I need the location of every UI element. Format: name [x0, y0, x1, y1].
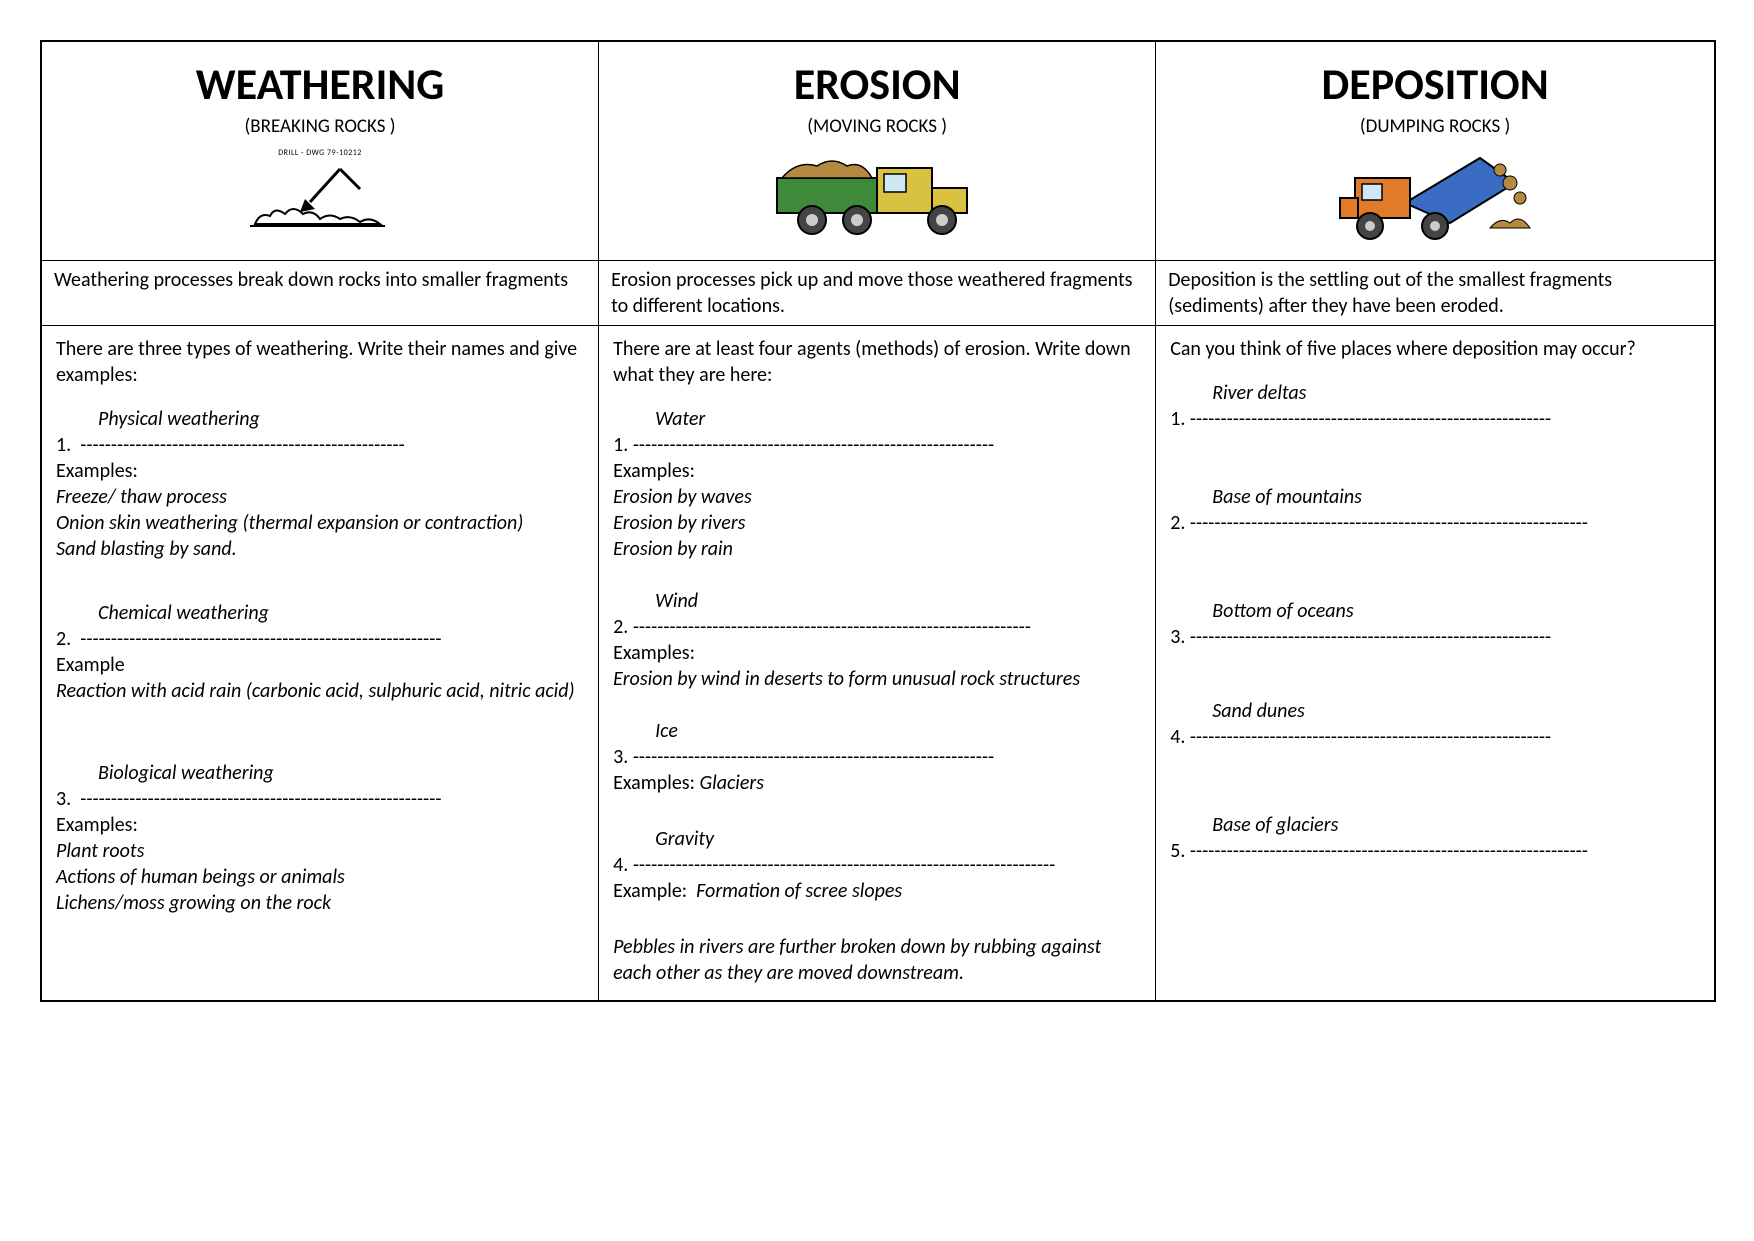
- erosion-item-1-ex-b: Erosion by rivers: [613, 510, 1141, 536]
- weathering-header-cell: WEATHERING (BREAKING ROCKS ) DRILL - DWG…: [42, 42, 599, 261]
- weathering-item-1-ex-c: Sand blasting by sand.: [56, 536, 584, 562]
- erosion-item-1-heading: Water: [613, 406, 705, 432]
- weathering-item-1-examples-label: Examples:: [56, 458, 584, 484]
- deposition-item-3-heading: Bottom of oceans: [1170, 598, 1353, 624]
- deposition-item-5-line: 5. -------------------------------------…: [1170, 838, 1700, 864]
- weathering-item-3-ex-a: Plant roots: [56, 838, 584, 864]
- erosion-item-4-line: 4. -------------------------------------…: [613, 852, 1141, 878]
- erosion-item-2-line: 2. -------------------------------------…: [613, 614, 1141, 640]
- weathering-item-2-ex-a: Reaction with acid rain (carbonic acid, …: [56, 678, 584, 704]
- drill-rocks-icon: [235, 164, 405, 234]
- erosion-item-4: Gravity 4. -----------------------------…: [613, 826, 1141, 904]
- weathering-item-1-line: 1. -------------------------------------…: [56, 432, 584, 458]
- deposition-item-3-line: 3. -------------------------------------…: [1170, 624, 1700, 650]
- erosion-item-4-heading: Gravity: [613, 826, 714, 852]
- erosion-content: There are at least four agents (methods)…: [599, 325, 1156, 1000]
- weathering-content: There are three types of weathering. Wri…: [42, 325, 599, 1000]
- content-row: There are three types of weathering. Wri…: [42, 325, 1715, 1000]
- weathering-item-1-ex-b: Onion skin weathering (thermal expansion…: [56, 510, 584, 536]
- deposition-item-5: Base of glaciers 5. --------------------…: [1170, 812, 1700, 864]
- erosion-subtitle: (MOVING ROCKS ): [611, 115, 1143, 140]
- erosion-prompt: There are at least four agents (methods)…: [613, 336, 1141, 388]
- weathering-item-3-ex-b: Actions of human beings or animals: [56, 864, 584, 890]
- erosion-item-3-heading: Ice: [613, 718, 678, 744]
- weathering-item-3-ex-c: Lichens/moss growing on the rock: [56, 890, 584, 916]
- dump-truck-blue-icon: [1330, 148, 1540, 243]
- weathering-item-1: Physical weathering 1. -----------------…: [56, 406, 584, 562]
- erosion-item-2: Wind 2. --------------------------------…: [613, 588, 1141, 692]
- erosion-item-1-line: 1. -------------------------------------…: [613, 432, 1141, 458]
- weathering-definition: Weathering processes break down rocks in…: [42, 260, 599, 325]
- header-row: WEATHERING (BREAKING ROCKS ) DRILL - DWG…: [42, 42, 1715, 261]
- weathering-item-2: Chemical weathering 2. -----------------…: [56, 600, 584, 704]
- weathering-prompt: There are three types of weathering. Wri…: [56, 336, 584, 388]
- deposition-item-1-line: 1. -------------------------------------…: [1170, 406, 1700, 432]
- deposition-item-1-heading: River deltas: [1170, 380, 1306, 406]
- deposition-item-4-heading: Sand dunes: [1170, 698, 1305, 724]
- erosion-item-3: Ice 3. ---------------------------------…: [613, 718, 1141, 796]
- deposition-item-2-line: 2. -------------------------------------…: [1170, 510, 1700, 536]
- deposition-subtitle: (DUMPING ROCKS ): [1168, 115, 1702, 140]
- erosion-item-2-examples-label: Examples:: [613, 640, 1141, 666]
- weathering-item-3-heading: Biological weathering: [56, 760, 274, 786]
- erosion-title: EROSION: [611, 56, 1143, 113]
- deposition-header-cell: DEPOSITION (DUMPING ROCKS ): [1156, 42, 1715, 261]
- deposition-item-2: Base of mountains 2. -------------------…: [1170, 484, 1700, 536]
- weathering-tiny-caption: DRILL - DWG 79-10212: [54, 148, 586, 158]
- deposition-item-4-line: 4. -------------------------------------…: [1170, 724, 1700, 750]
- erosion-item-1-examples-label: Examples:: [613, 458, 1141, 484]
- weathering-item-3: Biological weathering 3. ---------------…: [56, 760, 584, 916]
- deposition-item-1: River deltas 1. ------------------------…: [1170, 380, 1700, 432]
- erosion-item-1-ex-c: Erosion by rain: [613, 536, 1141, 562]
- erosion-item-4-examples-line: Example: Formation of scree slopes: [613, 878, 1141, 904]
- weathering-item-1-heading: Physical weathering: [56, 406, 260, 432]
- erosion-illustration: [611, 148, 1143, 245]
- deposition-item-4: Sand dunes 4. --------------------------…: [1170, 698, 1700, 750]
- weathering-subtitle: (BREAKING ROCKS ): [54, 115, 586, 140]
- erosion-definition: Erosion processes pick up and move those…: [599, 260, 1156, 325]
- erosion-item-1: Water 1. -------------------------------…: [613, 406, 1141, 562]
- weathering-item-3-examples-label: Examples:: [56, 812, 584, 838]
- weathering-item-3-line: 3. -------------------------------------…: [56, 786, 584, 812]
- weathering-item-2-heading: Chemical weathering: [56, 600, 269, 626]
- deposition-definition: Deposition is the settling out of the sm…: [1156, 260, 1715, 325]
- definition-row: Weathering processes break down rocks in…: [42, 260, 1715, 325]
- erosion-item-2-heading: Wind: [613, 588, 698, 614]
- weathering-item-1-ex-a: Freeze/ thaw process: [56, 484, 584, 510]
- deposition-item-3: Bottom of oceans 3. --------------------…: [1170, 598, 1700, 650]
- erosion-footnote: Pebbles in rivers are further broken dow…: [613, 934, 1141, 986]
- weathering-title: WEATHERING: [54, 56, 586, 113]
- weathering-item-2-line: 2. -------------------------------------…: [56, 626, 584, 652]
- erosion-item-3-examples-line: Examples: Glaciers: [613, 770, 1141, 796]
- deposition-title: DEPOSITION: [1168, 56, 1702, 113]
- worksheet-table: WEATHERING (BREAKING ROCKS ) DRILL - DWG…: [41, 41, 1715, 1001]
- erosion-item-2-ex-a: Erosion by wind in deserts to form unusu…: [613, 666, 1141, 692]
- worksheet-frame: WEATHERING (BREAKING ROCKS ) DRILL - DWG…: [40, 40, 1716, 1002]
- deposition-illustration: [1168, 148, 1702, 250]
- dump-truck-green-icon: [762, 148, 992, 238]
- weathering-item-2-examples-label: Example: [56, 652, 584, 678]
- weathering-illustration: [54, 164, 586, 241]
- erosion-item-1-ex-a: Erosion by waves: [613, 484, 1141, 510]
- deposition-content: Can you think of five places where depos…: [1156, 325, 1715, 1000]
- erosion-item-3-line: 3. -------------------------------------…: [613, 744, 1141, 770]
- deposition-prompt: Can you think of five places where depos…: [1170, 336, 1700, 362]
- deposition-item-5-heading: Base of glaciers: [1170, 812, 1338, 838]
- deposition-item-2-heading: Base of mountains: [1170, 484, 1362, 510]
- erosion-header-cell: EROSION (MOVING ROCKS ): [599, 42, 1156, 261]
